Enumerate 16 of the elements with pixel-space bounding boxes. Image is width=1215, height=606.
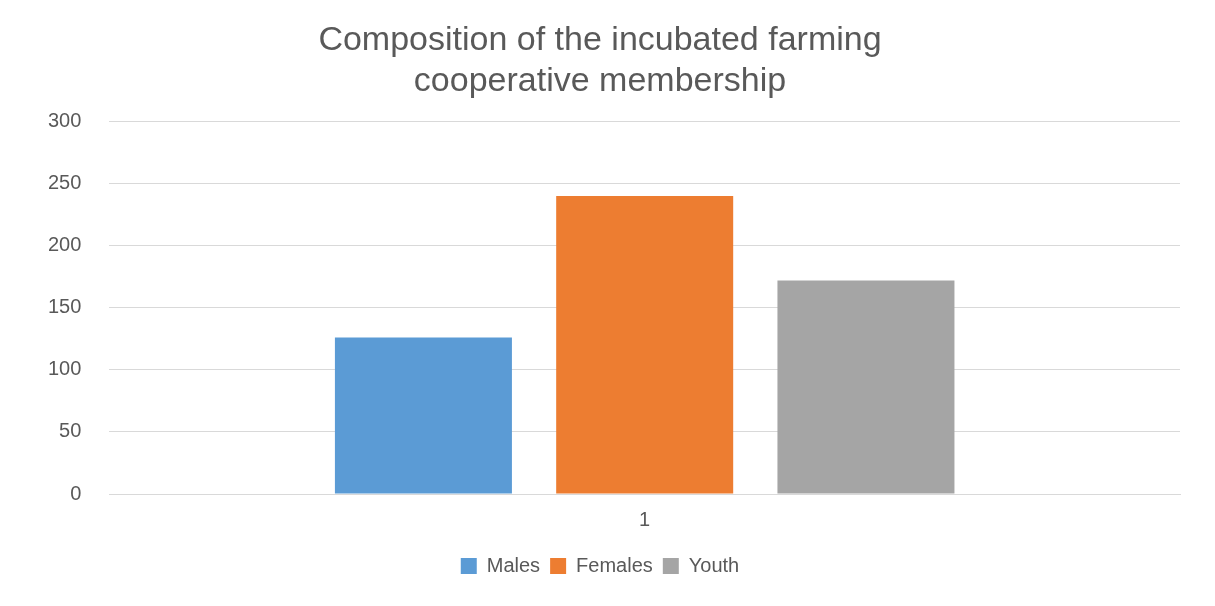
y-tick-label: 50 bbox=[59, 419, 82, 442]
y-tick-label: 300 bbox=[47, 109, 82, 132]
bar bbox=[777, 280, 955, 494]
text: Composition of the incubated farming bbox=[318, 18, 882, 57]
y-tick-label: 0 bbox=[70, 481, 82, 504]
legend-label: Males bbox=[486, 553, 541, 576]
legend-label: Youth bbox=[688, 553, 740, 576]
bar bbox=[556, 196, 734, 494]
y-tick-label: 150 bbox=[47, 295, 82, 318]
legend-label: Females bbox=[576, 553, 653, 576]
y-tick-label: 250 bbox=[47, 171, 82, 194]
y-tick-label: 100 bbox=[47, 357, 82, 380]
text: cooperative membership bbox=[413, 59, 787, 98]
bar bbox=[334, 337, 512, 494]
y-tick-label: 200 bbox=[47, 233, 82, 256]
x-tick-label: 1 bbox=[639, 507, 651, 530]
